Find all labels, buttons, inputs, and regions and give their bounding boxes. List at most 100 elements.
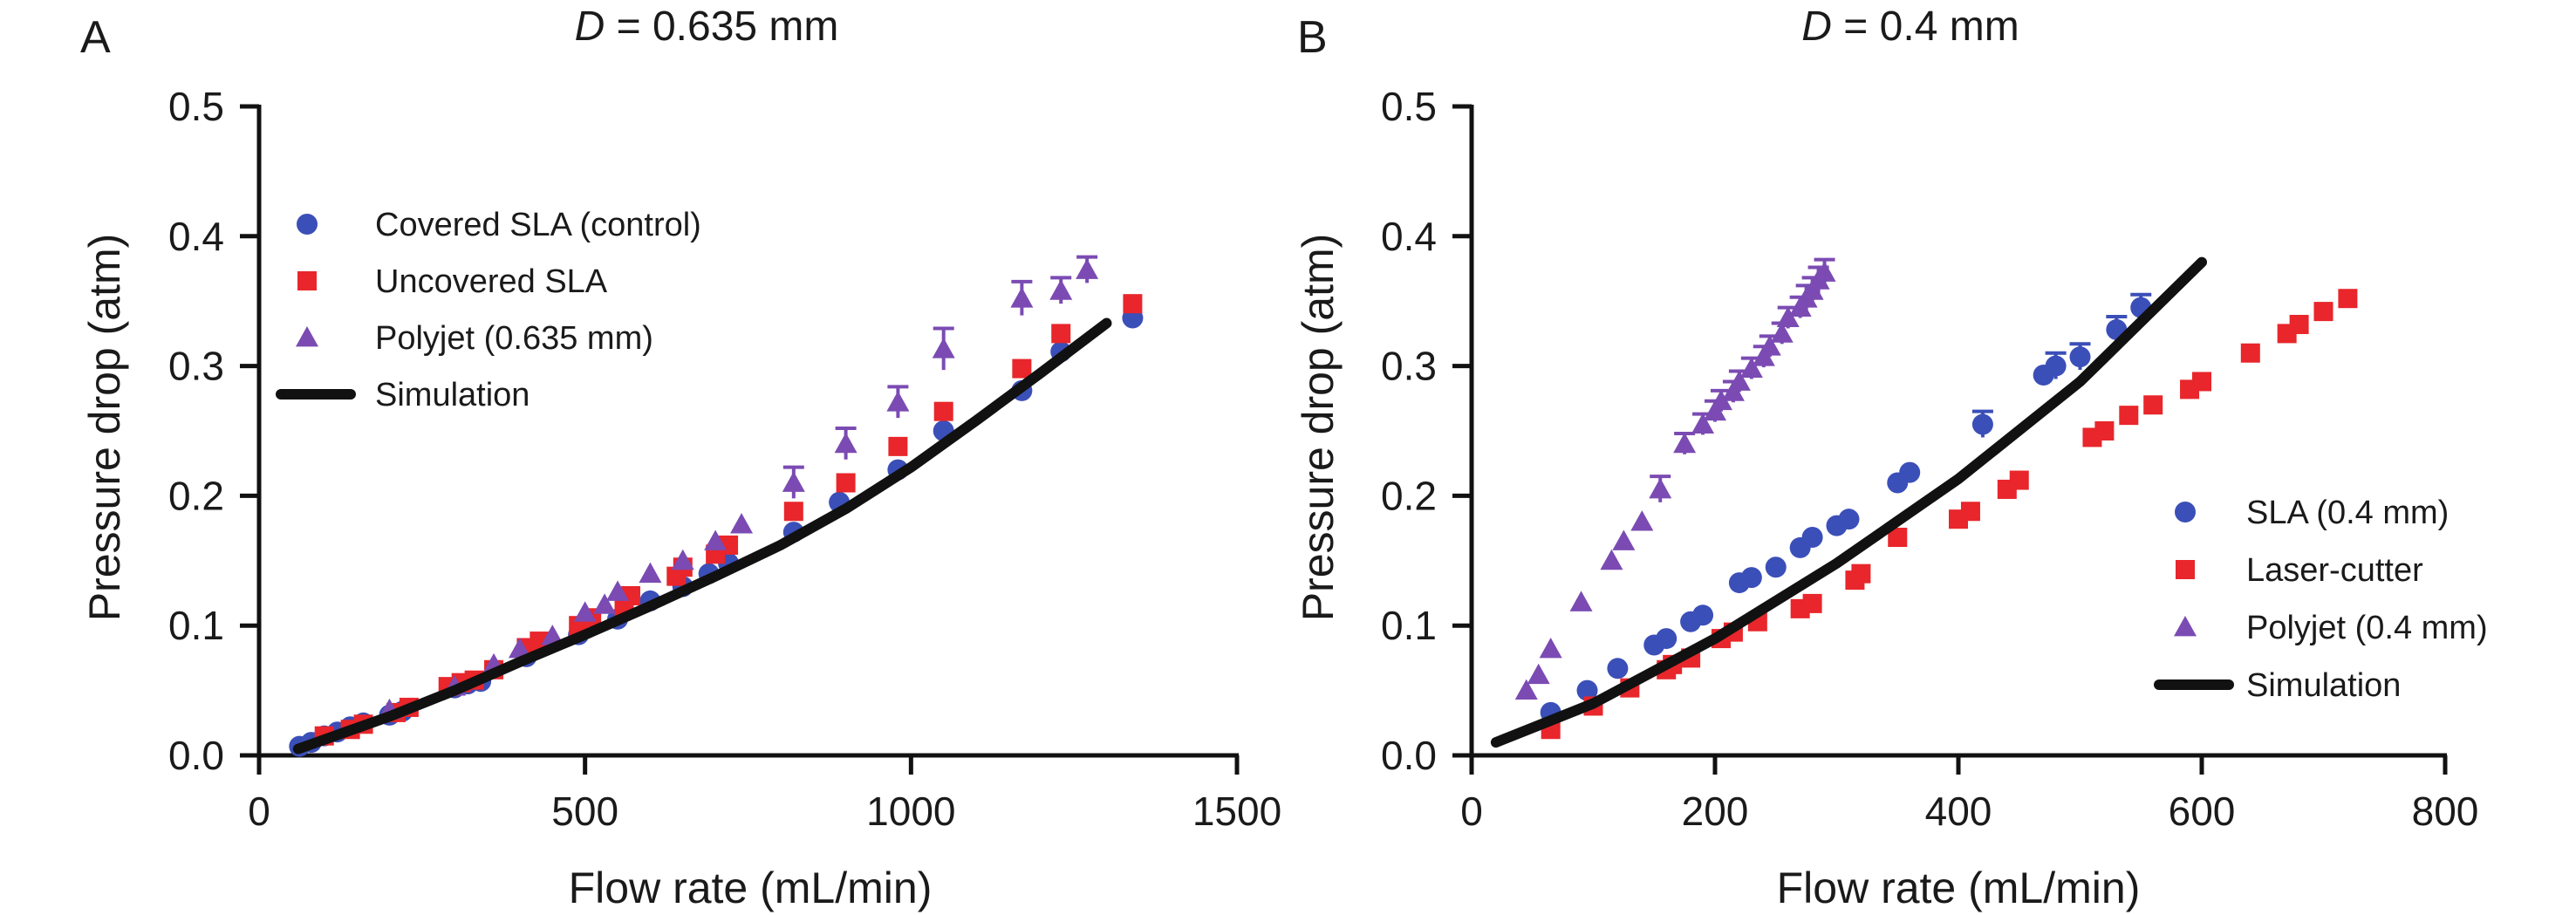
- panel-b-series-polyjet-0-4-mm-point: [1800, 279, 1824, 300]
- panel-a-legend-item-label: Simulation: [375, 377, 530, 413]
- panel-a-x-tick-label: 1000: [866, 789, 955, 834]
- panel-b-y-tick-label: 0.2: [1381, 473, 1437, 518]
- panel-b-series-laser-cutter-point: [2094, 421, 2115, 440]
- panel-b-series-polyjet-0-4-mm-point: [1514, 679, 1538, 700]
- panel-a-legend-item-label: Polyjet (0.635 mm): [375, 320, 653, 357]
- panel-b-series-sla-0-4-mm-point: [1765, 557, 1787, 578]
- panel-b-series-laser-cutter-point: [1802, 593, 1822, 613]
- panel-a-y-tick-label: 0.5: [168, 84, 224, 129]
- panel-a-series-uncovered-sla-point: [933, 401, 953, 421]
- panel-b-series-sla-0-4-mm-point: [2069, 346, 2091, 368]
- panel-a: A D = 0.635 mm 0.0 0.1 0.2 0.3 0.4 0.5 0 500 100…: [80, 3, 1281, 912]
- panel-a-series-polyjet-0-635-mm-point: [573, 601, 597, 622]
- panel-a-y-tick-label: 0.2: [168, 473, 224, 518]
- panel-a-marks: [289, 255, 1144, 757]
- panel-a-x-tick-label: 0: [248, 789, 270, 834]
- panel-b: B D = 0.4 mm 0.0 0.1 0.2 0.3 0.4 0.5 0 200 400 60…: [1294, 3, 2488, 912]
- panel-a-series-polyjet-0-635-mm-point: [1010, 287, 1034, 308]
- panel-a-x-tick-label: 500: [551, 789, 618, 834]
- panel-b-series-polyjet-0-4-mm-point: [1813, 261, 1836, 282]
- panel-b-y-axis-label: Pressure drop (atm): [1294, 234, 1343, 622]
- panel-a-series-polyjet-0-635-mm-point: [730, 513, 754, 534]
- panel-a-series-uncovered-sla-point: [1123, 294, 1143, 314]
- panel-b-series-polyjet-0-4-mm-point: [1612, 529, 1636, 550]
- panel-b-y-tick-label: 0.3: [1381, 344, 1437, 389]
- panel-b-series-polyjet-0-4-mm-point: [1527, 663, 1550, 685]
- panel-b-series-laser-cutter-point: [2240, 343, 2260, 363]
- panel-b-series-sla-0-4-mm-point: [1838, 509, 1860, 530]
- panel-a-title: D = 0.635 mm: [575, 3, 839, 50]
- panel-b-x-tick-label: 400: [1925, 789, 1992, 834]
- panel-b-series-sla-0-4-mm-point: [1899, 461, 1921, 483]
- panel-b-series-polyjet-0-4-mm-point: [1752, 345, 1775, 366]
- panel-a-series-polyjet-0-635-mm-point: [508, 637, 531, 659]
- panel-a-series-polyjet-0-635-mm-point: [541, 625, 564, 645]
- panel-a-series-polyjet-0-635-mm-point: [606, 580, 630, 601]
- panel-a-legend-item-label: Uncovered SLA: [375, 263, 608, 300]
- panel-b-legend-item-swatch: [2175, 502, 2196, 522]
- panel-a-series-polyjet-0-635-mm-point: [704, 529, 728, 550]
- panel-b-x-tick-label: 200: [1682, 789, 1749, 834]
- panel-b-x-tick-label: 600: [2169, 789, 2236, 834]
- panel-b-series-polyjet-0-4-mm-point: [1727, 370, 1751, 391]
- panel-b-series-polyjet-0-4-mm-point: [1600, 549, 1623, 570]
- panel-b-title-var: D: [1801, 3, 1832, 50]
- panel-a-series-polyjet-0-635-mm-point: [593, 593, 617, 614]
- panel-a-letter: A: [80, 12, 111, 63]
- panel-a-series-polyjet-0-635-mm-point: [671, 549, 694, 570]
- panel-a-y-tick-label: 0.0: [168, 733, 224, 778]
- panel-b-series-laser-cutter-point: [1888, 528, 1908, 548]
- panel-b-series-polyjet-0-4-mm-point: [1673, 432, 1697, 454]
- panel-a-title-var: D: [575, 3, 605, 50]
- panel-b-series-polyjet-0-4-mm-point: [1739, 357, 1763, 378]
- panel-a-y-tick-label: 0.4: [168, 214, 224, 259]
- panel-b-series-laser-cutter-point: [2009, 470, 2029, 490]
- panel-b-series-sla-0-4-mm-point: [2045, 355, 2067, 377]
- panel-b-x-tick-label: 0: [1460, 789, 1483, 834]
- panel-b-series-laser-cutter-point: [2289, 314, 2309, 334]
- panel-a-series-polyjet-0-635-mm-point: [782, 471, 805, 492]
- panel-a-legend-item-swatch: [297, 271, 317, 290]
- panel-b-legend-item-label: SLA (0.4 mm): [2246, 495, 2449, 531]
- panel-a-series-polyjet-0-635-mm-point: [834, 432, 858, 454]
- panel-b-legend-item-label: Simulation: [2246, 667, 2401, 704]
- panel-a-series-uncovered-sla-point: [1051, 324, 1071, 344]
- panel-a-title-rest: = 0.635 mm: [605, 3, 838, 50]
- panel-a-axes: 0.0 0.1 0.2 0.3 0.4 0.5 0 500 1000 1500: [168, 84, 1281, 834]
- panel-a-series-uncovered-sla-point: [888, 436, 908, 456]
- panel-a-series-polyjet-0-635-mm-point: [932, 338, 955, 358]
- panel-b-series-polyjet-0-4-mm-point: [1709, 389, 1732, 411]
- panel-b-title: D = 0.4 mm: [1801, 3, 2019, 50]
- panel-a-x-axis-label: Flow rate (mL/min): [569, 864, 933, 912]
- panel-a-legend-item-label: Covered SLA (control): [375, 207, 701, 243]
- panel-b-y-tick-label: 0.1: [1381, 603, 1437, 648]
- panel-b-title-rest: = 0.4 mm: [1832, 3, 2019, 50]
- panel-b-series-sla-0-4-mm-point: [1801, 527, 1823, 549]
- panel-b-series-sla-0-4-mm-point: [1607, 658, 1629, 679]
- panel-a-series-uncovered-sla-point: [530, 632, 550, 652]
- panel-b-series-polyjet-0-4-mm-point: [1569, 591, 1593, 611]
- panel-b-series-laser-cutter-point: [1960, 502, 1980, 522]
- panel-b-legend: SLA (0.4 mm) Laser-cutter Polyjet (0.4 mm)…: [2154, 495, 2488, 704]
- panel-a-legend-item-swatch: [297, 214, 318, 235]
- panel-b-series-laser-cutter-point: [2119, 406, 2139, 426]
- panel-b-legend-item-swatch: [2176, 560, 2195, 579]
- panel-b-series-polyjet-0-4-mm-point: [1691, 413, 1715, 434]
- panel-b-series-sla-0-4-mm-point: [1740, 567, 1762, 589]
- panel-b-series-polyjet-0-4-mm-point: [1630, 510, 1654, 531]
- panel-b-y-tick-label: 0.5: [1381, 84, 1437, 129]
- panel-a-x-tick-label: 1500: [1192, 789, 1281, 834]
- panel-a-series-simulation-line: [292, 318, 1112, 755]
- panel-a-legend-item-swatch: [296, 326, 318, 347]
- panel-b-series-sla-0-4-mm-point: [1692, 604, 1714, 626]
- panel-b-series-polyjet-0-4-mm-point: [1770, 322, 1794, 343]
- panel-a-series-polyjet-0-635-mm-point: [886, 391, 910, 412]
- panel-a-series-uncovered-sla-point: [783, 502, 803, 522]
- panel-a-y-tick-label: 0.3: [168, 344, 224, 389]
- panel-b-axes: 0.0 0.1 0.2 0.3 0.4 0.5 0 200 400 600 800: [1381, 84, 2478, 834]
- panel-b-legend-item-label: Polyjet (0.4 mm): [2246, 610, 2488, 646]
- panel-a-series-polyjet-0-635-mm-point: [1076, 258, 1099, 279]
- panel-b-series-polyjet-0-4-mm-point: [1721, 380, 1745, 401]
- panel-b-x-axis-label: Flow rate (mL/min): [1777, 864, 2141, 912]
